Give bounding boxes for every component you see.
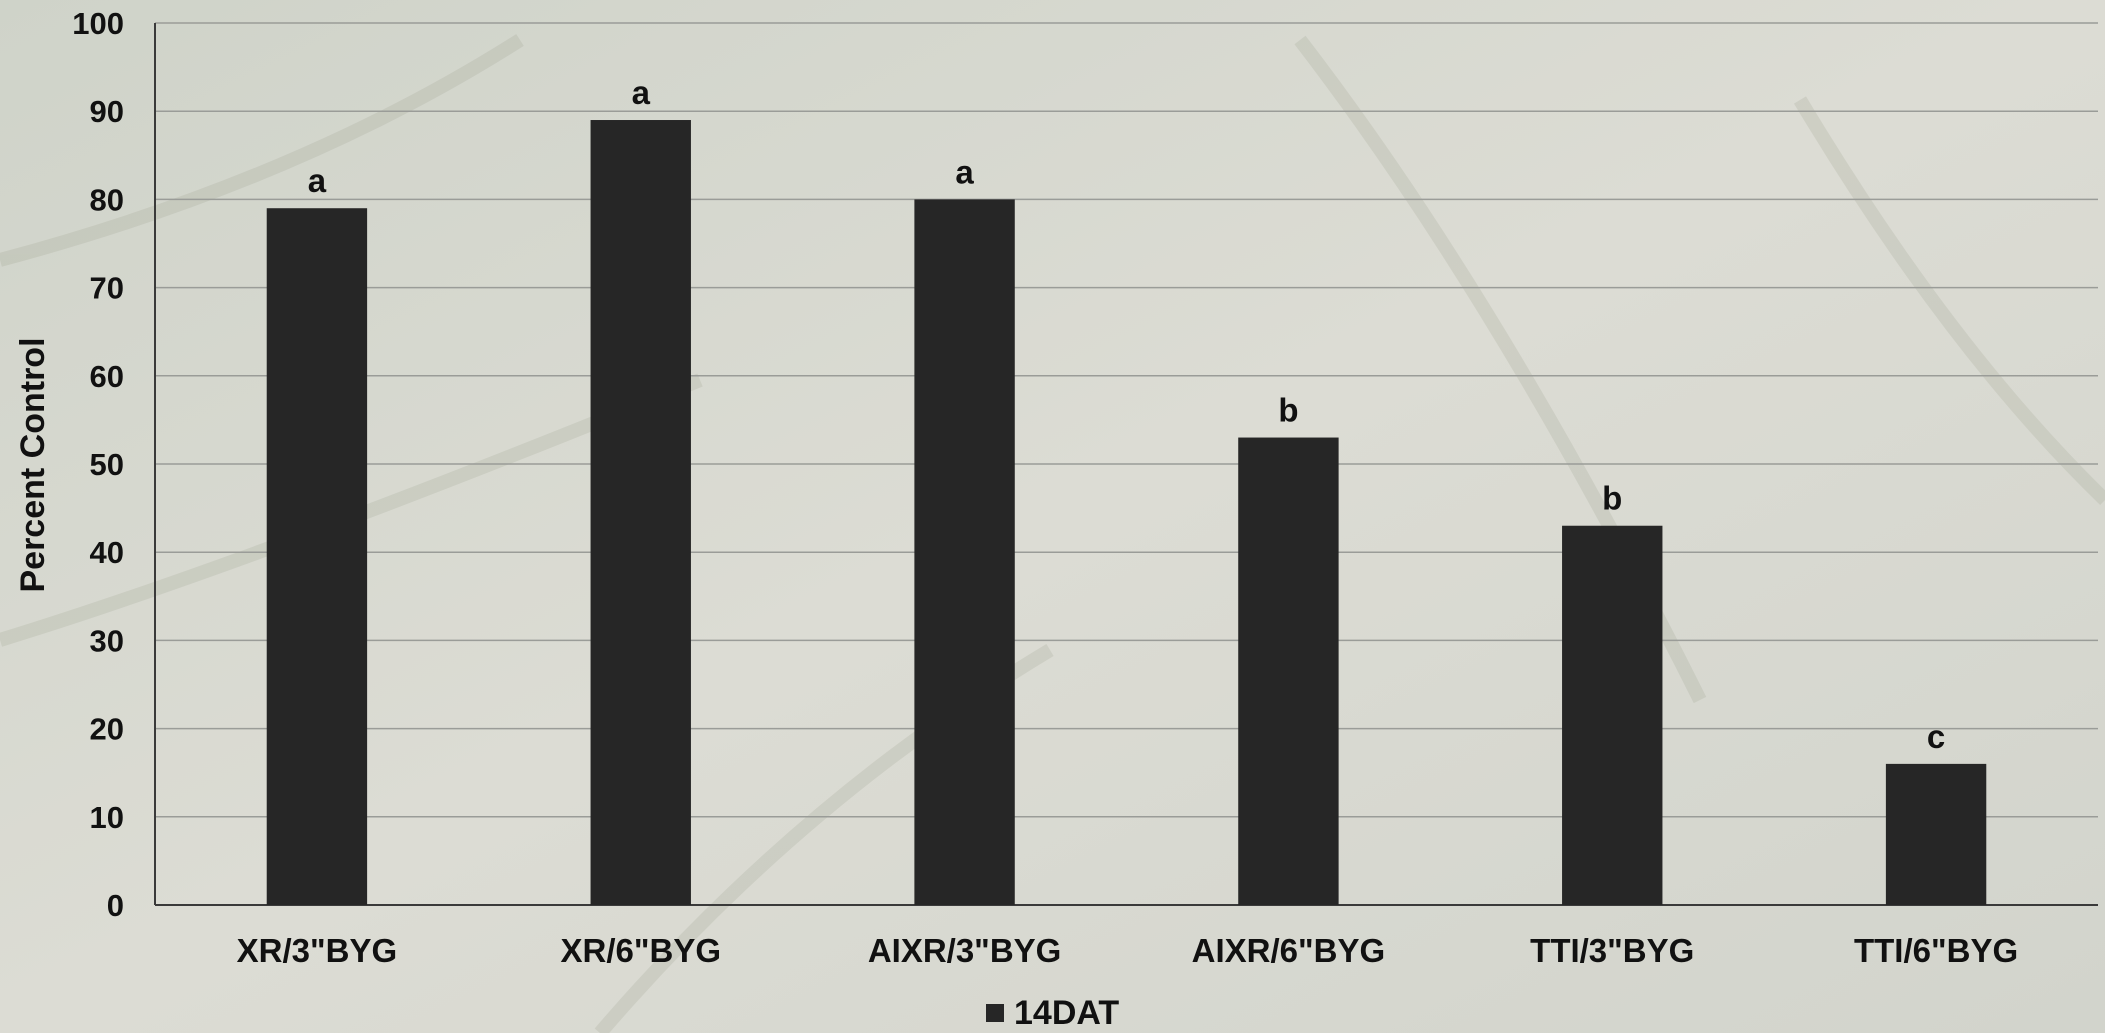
x-tick-label-xr-3-byg: XR/3"BYG xyxy=(237,932,398,969)
bar-xr-3-byg xyxy=(266,208,368,906)
y-tick-label-80: 80 xyxy=(90,182,124,217)
legend-label-14dat: 14DAT xyxy=(1014,994,1119,1032)
legend: 14DAT xyxy=(986,994,1119,1032)
significance-label-tti-3-byg: b xyxy=(1602,480,1622,517)
bar-aixr-6-byg xyxy=(1238,437,1339,905)
bar-tti-3-byg xyxy=(1562,525,1663,905)
y-tick-label-70: 70 xyxy=(90,271,124,306)
significance-label-aixr-3-byg: a xyxy=(955,153,974,190)
significance-label-xr-6-byg: a xyxy=(632,74,651,111)
y-tick-label-40: 40 xyxy=(90,535,124,570)
significance-label-aixr-6-byg: b xyxy=(1278,392,1298,429)
bar-xr-6-byg xyxy=(590,120,691,905)
y-tick-label-50: 50 xyxy=(90,447,124,482)
y-axis-ticks: 0 10 20 30 40 50 60 70 80 90 100 xyxy=(72,6,124,923)
gridlines xyxy=(155,22,2098,818)
y-tick-label-90: 90 xyxy=(90,94,124,129)
x-tick-label-xr-6-byg: XR/6"BYG xyxy=(560,932,721,969)
x-tick-label-aixr-3-byg: AIXR/3"BYG xyxy=(868,932,1062,969)
y-axis-title: Percent Control xyxy=(14,337,52,592)
bar-tti-6-byg xyxy=(1885,763,1987,905)
x-axis-labels: XR/3"BYG XR/6"BYG AIXR/3"BYG AIXR/6"BYG TTI/… xyxy=(237,932,2019,969)
bar-aixr-3-byg xyxy=(914,199,1015,905)
y-tick-label-10: 10 xyxy=(90,800,124,835)
axes xyxy=(154,23,2098,906)
x-tick-label-tti-3-byg: TTI/3"BYG xyxy=(1530,932,1694,969)
significance-labels: a a a b b c xyxy=(308,74,1946,755)
significance-label-tti-6-byg: c xyxy=(1927,718,1945,755)
y-tick-label-20: 20 xyxy=(90,712,124,747)
x-tick-label-aixr-6-byg: AIXR/6"BYG xyxy=(1192,932,1386,969)
y-tick-label-60: 60 xyxy=(90,359,124,394)
significance-label-xr-3-byg: a xyxy=(308,162,327,199)
legend-swatch-14dat xyxy=(986,1004,1004,1022)
x-tick-label-tti-6-byg: TTI/6"BYG xyxy=(1854,932,2018,969)
bars xyxy=(266,120,1987,906)
y-tick-label-30: 30 xyxy=(90,623,124,658)
y-tick-label-0: 0 xyxy=(107,888,124,923)
y-tick-label-100: 100 xyxy=(72,6,124,41)
